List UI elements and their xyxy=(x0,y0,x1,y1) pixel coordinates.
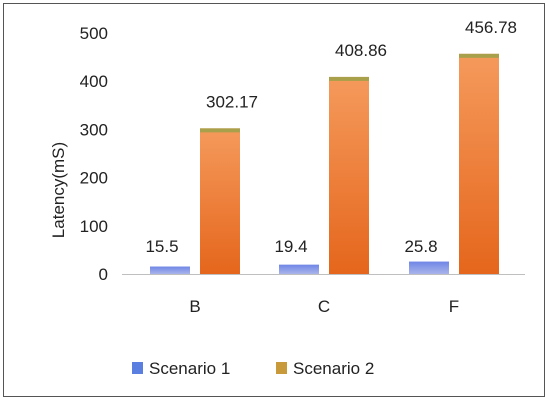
x-tick-label: C xyxy=(318,297,330,316)
y-tick-label: 200 xyxy=(80,169,108,188)
data-label: 15.5 xyxy=(145,237,178,256)
legend-item: Scenario 2 xyxy=(276,359,374,378)
data-label: 302.17 xyxy=(206,92,258,111)
data-labels: 15.5 302.17 19.4 408.86 25.8 456.78 xyxy=(145,18,517,256)
bar-scenario-2-f xyxy=(459,53,499,275)
y-axis: 0 100 200 300 400 500 xyxy=(80,24,108,284)
bar-scenario-1-b xyxy=(150,266,190,274)
x-tick-label: F xyxy=(449,297,459,316)
legend-swatch xyxy=(276,362,287,374)
y-tick-label: 300 xyxy=(80,120,108,139)
chart-frame xyxy=(3,3,545,397)
legend-swatch xyxy=(132,362,143,374)
y-axis-title: Latency(mS) xyxy=(49,142,68,238)
legend-label: Scenario 1 xyxy=(149,359,230,378)
bars xyxy=(150,53,499,275)
y-tick-label: 500 xyxy=(80,24,108,43)
y-tick-label: 400 xyxy=(80,72,108,91)
bar-scenario-1-c xyxy=(279,264,319,274)
data-label: 456.78 xyxy=(465,18,517,37)
data-label: 408.86 xyxy=(335,41,387,60)
bar-scenario-2-c xyxy=(329,76,369,275)
data-label: 25.8 xyxy=(404,237,437,256)
legend-label: Scenario 2 xyxy=(293,359,374,378)
bar-top-cap xyxy=(329,76,369,81)
x-tick-label: B xyxy=(189,297,200,316)
legend: Scenario 1 Scenario 2 xyxy=(132,359,374,378)
bar-top-cap xyxy=(459,53,499,58)
bar-scenario-2-b xyxy=(200,128,240,274)
y-tick-label: 0 xyxy=(99,265,108,284)
bar-scenario-1-f xyxy=(409,261,449,274)
bar-top-cap xyxy=(200,128,240,133)
data-label: 19.4 xyxy=(274,237,307,256)
legend-item: Scenario 1 xyxy=(132,359,230,378)
y-tick-label: 100 xyxy=(80,217,108,236)
